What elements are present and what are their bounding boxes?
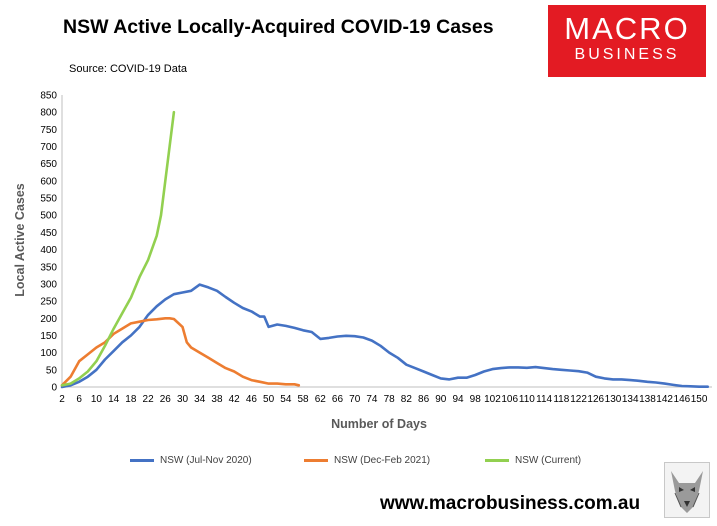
y-axis-label: Local Active Cases	[13, 183, 27, 297]
legend-swatch	[130, 459, 154, 462]
y-tick-label: 100	[40, 348, 57, 359]
x-tick-label: 62	[315, 394, 327, 405]
x-tick-label: 106	[501, 394, 518, 405]
legend: NSW (Jul-Nov 2020) NSW (Dec-Feb 2021) NSW …	[0, 455, 717, 471]
website-url: www.macrobusiness.com.au	[380, 493, 641, 514]
series-line-0	[60, 283, 710, 389]
x-tick-label: 130	[605, 394, 622, 405]
x-tick-label: 142	[656, 394, 673, 405]
x-tick-label: 82	[401, 394, 413, 405]
x-tick-label: 38	[211, 394, 223, 405]
x-tick-label: 122	[570, 394, 587, 405]
y-tick-label: 250	[40, 297, 57, 308]
x-tick-label: 150	[691, 394, 708, 405]
x-tick-label: 10	[91, 394, 103, 405]
y-tick-label: 450	[40, 228, 57, 239]
y-tick-label: 600	[40, 176, 57, 187]
x-tick-label: 138	[639, 394, 656, 405]
x-tick-label: 98	[470, 394, 482, 405]
x-tick-label: 42	[229, 394, 241, 405]
x-tick-label: 118	[553, 394, 569, 405]
y-tick-label: 650	[40, 159, 57, 170]
y-tick-label: 50	[46, 365, 58, 376]
x-axis-label: Number of Days	[331, 417, 427, 431]
chart-title: NSW Active Locally-Acquired COVID-19 Cas…	[63, 16, 494, 38]
x-tick-label: 30	[177, 394, 189, 405]
x-tick-label: 46	[246, 394, 258, 405]
x-tick-label: 26	[160, 394, 172, 405]
x-tick-label: 114	[536, 394, 552, 405]
x-tick-label: 102	[484, 394, 501, 405]
legend-label: NSW (Current)	[515, 455, 582, 466]
x-axis-ticks: 2 6 10 14 18 22 26 30 34 38 42 46 50 54 58 62 66 70 74 78 82…	[59, 394, 708, 405]
legend-label: NSW (Dec-Feb 2021)	[334, 455, 431, 466]
x-tick-label: 86	[418, 394, 430, 405]
y-tick-label: 300	[40, 279, 57, 290]
x-tick-label: 22	[143, 394, 155, 405]
x-tick-label: 146	[674, 394, 691, 405]
y-tick-label: 700	[40, 142, 57, 153]
x-tick-label: 14	[108, 394, 120, 405]
series-layer	[60, 110, 710, 389]
x-tick-label: 6	[76, 394, 82, 405]
x-tick-label: 90	[435, 394, 447, 405]
x-tick-label: 70	[349, 394, 361, 405]
legend-swatch	[304, 459, 328, 462]
legend-item-0: NSW (Jul-Nov 2020)	[130, 455, 252, 466]
wolf-logo-icon	[664, 462, 710, 518]
chart-source: Source: COVID-19 Data	[69, 63, 187, 75]
x-tick-label: 94	[452, 394, 464, 405]
series-line-2	[60, 110, 176, 387]
x-tick-label: 66	[332, 394, 344, 405]
x-tick-label: 50	[263, 394, 275, 405]
x-tick-label: 74	[366, 394, 378, 405]
x-tick-label: 2	[59, 394, 65, 405]
legend-item-1: NSW (Dec-Feb 2021)	[304, 455, 430, 466]
logo-line-1: MACRO	[564, 11, 690, 46]
logo-line-2: BUSINESS	[574, 46, 680, 63]
x-tick-label: 58	[297, 394, 309, 405]
y-tick-label: 750	[40, 125, 57, 136]
x-tick-label: 126	[587, 394, 604, 405]
macrobusiness-logo: MACRO BUSINESS	[548, 5, 706, 77]
y-tick-label: 400	[40, 245, 57, 256]
legend-swatch	[485, 459, 509, 462]
x-tick-label: 110	[519, 394, 535, 405]
y-tick-label: 800	[40, 108, 57, 119]
series-line-1	[60, 316, 301, 387]
x-tick-label: 134	[622, 394, 639, 405]
y-tick-label: 550	[40, 194, 57, 205]
x-tick-label: 18	[125, 394, 137, 405]
x-tick-label: 54	[280, 394, 292, 405]
y-tick-label: 150	[40, 331, 57, 342]
y-tick-label: 0	[51, 383, 57, 394]
x-tick-label: 34	[194, 394, 206, 405]
y-tick-label: 200	[40, 314, 57, 325]
y-tick-label: 350	[40, 262, 57, 273]
y-tick-label: 850	[40, 91, 57, 102]
legend-item-2: NSW (Current)	[485, 455, 581, 466]
legend-label: NSW (Jul-Nov 2020)	[160, 455, 252, 466]
y-tick-label: 500	[40, 211, 57, 222]
y-axis-ticks: 0 50 100 150 200 250 300 350 400 450 500 550 600 650 7…	[40, 91, 57, 394]
x-tick-label: 78	[384, 394, 396, 405]
